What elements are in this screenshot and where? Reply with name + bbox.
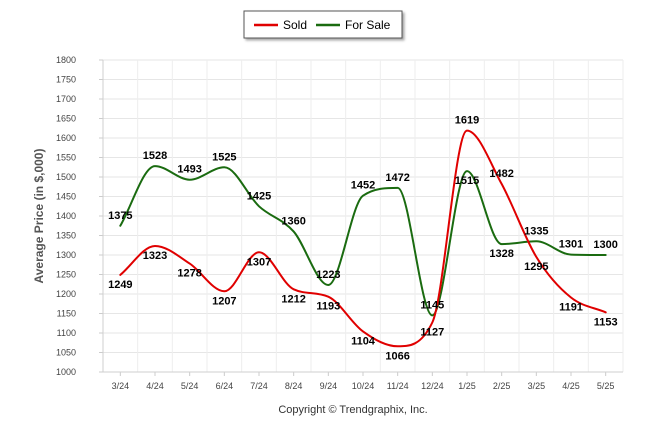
data-label-for-sale: 1515 — [455, 175, 479, 187]
y-tick-label: 1300 — [56, 250, 76, 260]
data-label-sold: 1207 — [212, 295, 236, 307]
y-tick-label: 1050 — [56, 348, 76, 358]
y-tick-label: 1700 — [56, 94, 76, 104]
data-label-for-sale: 1145 — [420, 299, 444, 311]
x-tick-label: 2/25 — [493, 381, 511, 391]
x-tick-label: 12/24 — [421, 381, 444, 391]
data-label-for-sale: 1328 — [489, 248, 513, 260]
y-tick-label: 1500 — [56, 172, 76, 182]
data-label-for-sale: 1493 — [177, 164, 201, 176]
y-tick-label: 1400 — [56, 211, 76, 221]
data-label-for-sale: 1452 — [351, 180, 375, 192]
x-tick-label: 7/24 — [250, 381, 268, 391]
x-tick-label: 5/25 — [597, 381, 615, 391]
x-tick-label: 1/25 — [458, 381, 476, 391]
data-label-for-sale: 1472 — [385, 172, 409, 184]
x-tick-label: 3/24 — [112, 381, 130, 391]
data-label-for-sale: 1223 — [316, 269, 340, 281]
data-label-sold: 1482 — [489, 168, 513, 180]
x-tick-label: 11/24 — [387, 381, 409, 391]
y-tick-label: 1350 — [56, 231, 76, 241]
y-tick-label: 1100 — [57, 328, 76, 338]
x-tick-label: 5/24 — [181, 381, 199, 391]
data-label-for-sale: 1525 — [212, 151, 236, 163]
x-tick-label: 3/25 — [528, 381, 546, 391]
data-label-for-sale: 1528 — [143, 150, 167, 162]
axes: 1000 1050 1100 1150 1200 1250 1300 1350 1400 1450… — [56, 55, 623, 391]
copyright-credit: Copyright © Trendgraphix, Inc. — [278, 404, 427, 416]
data-label-sold: 1104 — [351, 335, 376, 347]
x-tick-label: 8/24 — [285, 381, 303, 391]
data-label-for-sale: 1425 — [247, 190, 271, 202]
data-labels: 1249 1323 1278 1207 1307 1212 1193 1104 1066 1127… — [108, 115, 618, 363]
data-label-for-sale: 1375 — [108, 210, 132, 222]
data-label-sold: 1153 — [594, 316, 618, 328]
legend: Sold For Sale — [243, 10, 403, 39]
y-tick-label: 1450 — [56, 192, 76, 202]
data-label-sold: 1295 — [524, 261, 548, 273]
x-tick-label: 4/25 — [562, 381, 580, 391]
series-lines — [119, 129, 607, 348]
y-tick-label: 1150 — [57, 309, 76, 319]
data-label-for-sale: 1360 — [281, 216, 305, 228]
data-label-sold: 1193 — [316, 301, 340, 313]
series-line-sold — [119, 129, 607, 348]
y-tick-label: 1200 — [56, 289, 76, 299]
y-tick-label: 1650 — [56, 114, 76, 124]
data-label-for-sale: 1300 — [593, 239, 617, 251]
y-tick-label: 1000 — [56, 367, 76, 377]
y-axis-title: Average Price (in $,000) — [32, 149, 46, 284]
data-label-sold: 1278 — [177, 268, 201, 280]
data-label-sold: 1212 — [281, 293, 305, 305]
data-label-for-sale: 1335 — [524, 225, 548, 237]
legend-label-sold: Sold — [283, 18, 307, 32]
y-tick-label: 1750 — [56, 75, 76, 85]
grid-lines — [102, 59, 624, 373]
data-label-sold: 1127 — [420, 326, 444, 338]
legend-label-for-sale: For Sale — [345, 18, 391, 32]
x-tick-label: 4/24 — [146, 381, 164, 391]
y-tick-label: 1800 — [56, 55, 76, 65]
x-tick-label: 6/24 — [216, 381, 234, 391]
data-label-sold: 1323 — [143, 250, 167, 262]
series-line-for-sale — [119, 165, 607, 317]
data-label-sold: 1249 — [108, 279, 132, 291]
x-tick-label: 10/24 — [352, 381, 375, 391]
x-tick-label: 9/24 — [320, 381, 338, 391]
y-tick-label: 1600 — [56, 133, 76, 143]
data-label-for-sale: 1301 — [559, 239, 583, 251]
y-tick-label: 1250 — [56, 270, 76, 280]
y-tick-label: 1550 — [56, 153, 76, 163]
data-label-sold: 1191 — [559, 302, 583, 314]
data-label-sold: 1307 — [247, 256, 271, 268]
data-label-sold: 1619 — [455, 115, 479, 127]
data-label-sold: 1066 — [385, 350, 409, 362]
